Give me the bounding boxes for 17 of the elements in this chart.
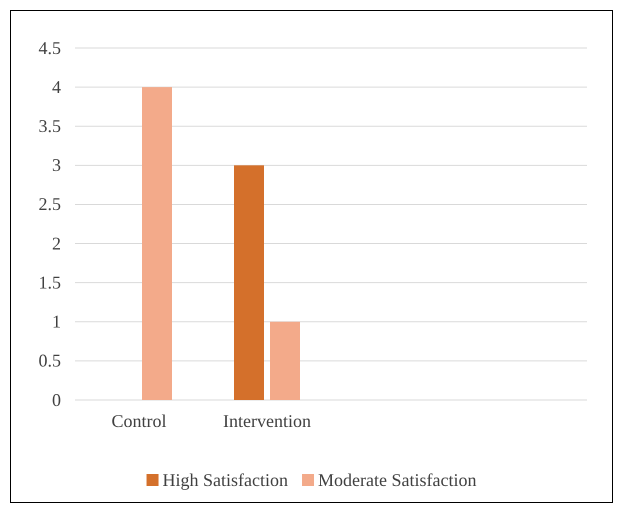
y-tick-label: 3 bbox=[52, 155, 61, 176]
bar bbox=[234, 165, 264, 400]
y-tick-label: 4.5 bbox=[38, 38, 61, 58]
y-tick-label: 0.5 bbox=[38, 350, 61, 371]
y-tick-label: 1 bbox=[52, 312, 61, 332]
x-tick-label: Intervention bbox=[223, 410, 311, 431]
legend-label: Moderate Satisfaction bbox=[318, 470, 476, 490]
y-tick-label: 4 bbox=[52, 76, 61, 97]
x-tick-label: Control bbox=[111, 410, 167, 431]
bar bbox=[270, 322, 300, 400]
y-tick-label: 0 bbox=[52, 390, 61, 410]
bar bbox=[142, 87, 172, 400]
y-tick-label: 2 bbox=[52, 233, 61, 254]
y-tick-label: 3.5 bbox=[38, 116, 61, 136]
y-tick-label: 1.5 bbox=[38, 272, 61, 292]
y-tick-label: 2.5 bbox=[38, 194, 61, 214]
legend-label: High Satisfaction bbox=[162, 470, 288, 490]
